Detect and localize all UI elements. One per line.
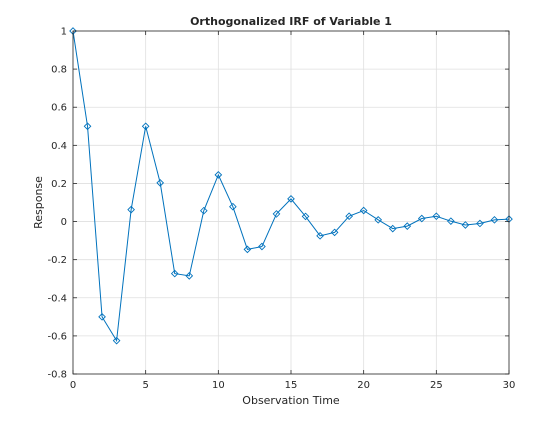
y-tick-label: 0 [61,217,67,228]
y-tick-label: 1 [61,27,67,38]
data-point-marker [447,217,455,226]
data-point-marker [199,206,208,215]
chart-title: Orthogonalized IRF of Variable 1 [190,15,392,28]
data-point-marker [432,212,441,221]
x-tick-label: 0 [70,380,76,391]
x-tick-label: 5 [142,380,148,391]
x-tick-label: 20 [357,380,370,391]
y-tick-label: 0.4 [51,141,67,152]
data-point-marker [490,216,499,224]
y-tick-label: 0.8 [51,65,67,76]
data-point-marker [112,336,121,345]
y-tick-label: -0.2 [47,255,67,266]
data-point-marker [185,272,194,280]
y-tick-label: -0.8 [47,370,67,381]
data-point-marker [403,222,412,230]
data-point-marker [287,195,295,203]
data-point-marker [345,212,353,221]
data-point-marker [272,210,281,218]
x-tick-label: 30 [503,380,516,391]
data-point-marker [83,122,92,131]
data-point-marker [461,221,470,229]
y-tick-label: 0.2 [51,179,67,190]
data-point-marker [156,179,165,187]
data-point-marker [127,205,135,214]
x-tick-label: 10 [212,380,225,391]
data-point-marker [170,269,179,278]
data-point-marker [229,202,237,211]
data-point-marker [98,312,106,321]
data-point-marker [476,219,484,228]
y-tick-label: -0.6 [47,331,67,342]
x-tick-label: 25 [430,380,443,391]
ticks: 0 5 10 15 20 25 30 -0.8 -0.6 -0.4 -0.2 0 0.2 0.4 0.6 0.… [47,27,515,392]
data-point-marker [388,224,397,233]
series-line [72,30,510,343]
data-point-marker [417,214,426,223]
series-layer [69,27,513,345]
data-point-marker [359,206,368,215]
y-axis-label: Response [32,176,45,229]
data-point-marker [316,232,324,240]
data-point-marker [243,245,252,254]
data-point-marker [301,212,310,221]
x-axis-label: Observation Time [242,394,340,407]
data-point-marker [330,228,339,237]
y-tick-label: 0.6 [51,103,67,114]
data-point-marker [374,216,383,224]
x-tick-label: 15 [285,380,298,391]
data-point-marker [258,242,266,251]
y-tick-label: -0.4 [47,293,67,304]
data-point-marker [141,122,150,131]
data-point-marker [214,171,223,179]
